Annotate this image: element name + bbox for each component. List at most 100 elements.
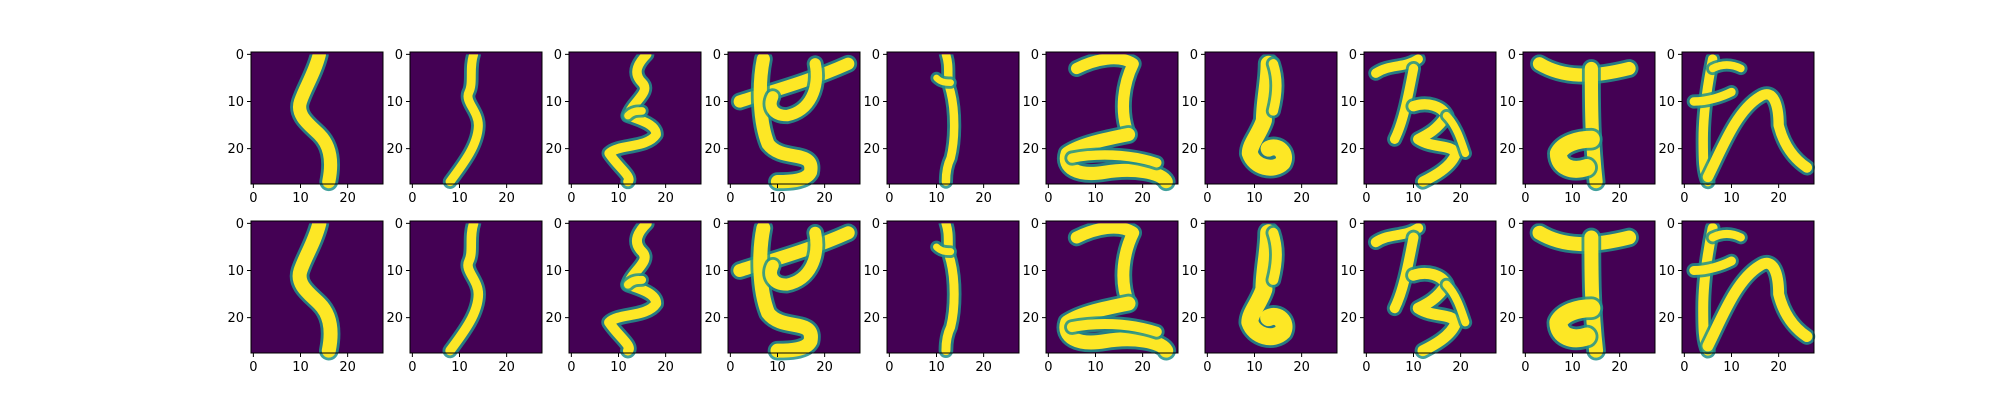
stroke-core [941, 54, 959, 186]
y-tick-label: 0 [872, 217, 880, 232]
y-tick-label: 0 [1349, 48, 1357, 63]
x-tick-label: 10 [451, 191, 468, 206]
stroke-core [733, 57, 855, 108]
axes-frame [1363, 51, 1497, 185]
y-tick-label: 20 [863, 142, 880, 157]
y-tick-label: 20 [1340, 311, 1357, 326]
stroke-core [1408, 267, 1462, 357]
y-tick-label: 0 [1349, 217, 1357, 232]
subplot-r0-c3: 0 10 20 0 10 20 [704, 48, 861, 206]
x-tick-label: 20 [1293, 360, 1310, 375]
axes-frame [1522, 51, 1656, 185]
subplot-r1-c4: 0 10 20 0 10 20 [863, 217, 1020, 375]
stroke-core [941, 223, 959, 356]
y-tick-label: 10 [1499, 264, 1516, 279]
subplot-r0-c7: 0 10 20 0 10 20 [1340, 48, 1497, 206]
x-tick-label: 0 [726, 191, 734, 206]
x-tick-label: 20 [498, 191, 515, 206]
x-tick-label: 10 [610, 191, 627, 206]
x-tick-label: 0 [1521, 360, 1529, 375]
axes-frame [250, 51, 384, 185]
y-tick-label: 20 [1022, 142, 1039, 157]
x-tick-label: 10 [928, 191, 945, 206]
glyph-image-ha [1368, 54, 1472, 190]
x-tick-label: 10 [292, 360, 309, 375]
stroke-core [1442, 280, 1470, 327]
subplot-r1-c9: 0 10 20 0 10 20 [1658, 217, 1816, 375]
glyph-image-ku [290, 54, 341, 192]
y-tick-label: 0 [236, 48, 244, 63]
x-tick-label: 0 [726, 360, 734, 375]
y-tick-label: 10 [386, 95, 403, 110]
y-tick-label: 20 [704, 311, 721, 326]
x-tick-label: 10 [1087, 191, 1104, 206]
y-tick-label: 0 [554, 48, 562, 63]
x-tick-label: 10 [1246, 360, 1263, 375]
stroke-core [445, 54, 483, 187]
y-tick-label: 20 [1340, 142, 1357, 157]
x-tick-label: 20 [1770, 360, 1787, 375]
glyph-image-se [730, 54, 858, 192]
subplot-r0-c9: 0 10 20 0 10 20 [1658, 48, 1815, 206]
y-tick-label: 20 [1499, 311, 1516, 326]
y-tick-label: 20 [1181, 311, 1198, 326]
x-tick-label: 10 [1723, 191, 1740, 206]
glyph-image-ku-thin [442, 54, 486, 189]
y-tick-label: 0 [713, 48, 721, 63]
subplot-r1-c6: 0 10 20 0 10 20 [1181, 217, 1338, 375]
stroke-core [1702, 258, 1813, 352]
axes-frame [886, 220, 1020, 354]
y-tick-label: 20 [1658, 311, 1675, 326]
stroke-core [1532, 57, 1636, 82]
y-tick-label: 10 [863, 95, 880, 110]
x-tick-label: 0 [408, 191, 416, 206]
y-tick-label: 0 [395, 48, 403, 63]
x-tick-label: 20 [1611, 191, 1628, 206]
y-tick-label: 0 [1508, 48, 1516, 63]
stroke-core [604, 223, 662, 356]
x-tick-label: 20 [975, 360, 992, 375]
axes-frame [1045, 51, 1179, 185]
x-tick-label: 10 [1564, 191, 1581, 206]
stroke-core [1059, 127, 1173, 189]
x-tick-label: 20 [1134, 360, 1151, 375]
stroke-core [733, 226, 855, 278]
y-tick-label: 20 [227, 311, 244, 326]
y-tick-label: 20 [227, 142, 244, 157]
y-tick-label: 0 [236, 217, 244, 232]
stroke-core [1408, 99, 1462, 187]
y-tick-label: 0 [1031, 48, 1039, 63]
x-tick-label: 0 [567, 360, 575, 375]
x-tick-label: 0 [1044, 191, 1052, 206]
glyph-image-ri [1238, 223, 1296, 348]
glyph-image-wa [1686, 54, 1815, 190]
axes-frame [1522, 220, 1656, 354]
x-tick-label: 10 [292, 191, 309, 206]
y-tick-label: 20 [386, 142, 403, 157]
y-tick-label: 10 [1022, 264, 1039, 279]
subplot-r0-c6: 0 10 20 0 10 20 [1181, 48, 1338, 206]
x-tick-label: 10 [769, 360, 786, 375]
x-tick-label: 0 [1680, 360, 1688, 375]
y-tick-label: 0 [395, 217, 403, 232]
x-tick-label: 0 [1362, 191, 1370, 206]
x-tick-label: 20 [975, 191, 992, 206]
glyph-image-wa [1686, 223, 1816, 359]
x-tick-label: 20 [1293, 191, 1310, 206]
y-tick-label: 0 [554, 217, 562, 232]
stroke-core [753, 54, 818, 189]
x-tick-label: 10 [769, 191, 786, 206]
glyph-image-to [1529, 223, 1639, 361]
stroke-core [1708, 61, 1745, 73]
stroke-core [1689, 87, 1736, 106]
stroke-core [624, 107, 646, 120]
glyph-image-ru [601, 223, 665, 359]
x-tick-label: 0 [408, 360, 416, 375]
y-tick-label: 0 [1667, 48, 1675, 63]
y-tick-label: 20 [1499, 142, 1516, 157]
glyph-image-ri [1238, 54, 1295, 179]
subplot-r1-c2: 0 10 20 0 10 20 [545, 217, 702, 375]
stroke-core [1549, 130, 1600, 178]
stroke-core [933, 243, 955, 256]
